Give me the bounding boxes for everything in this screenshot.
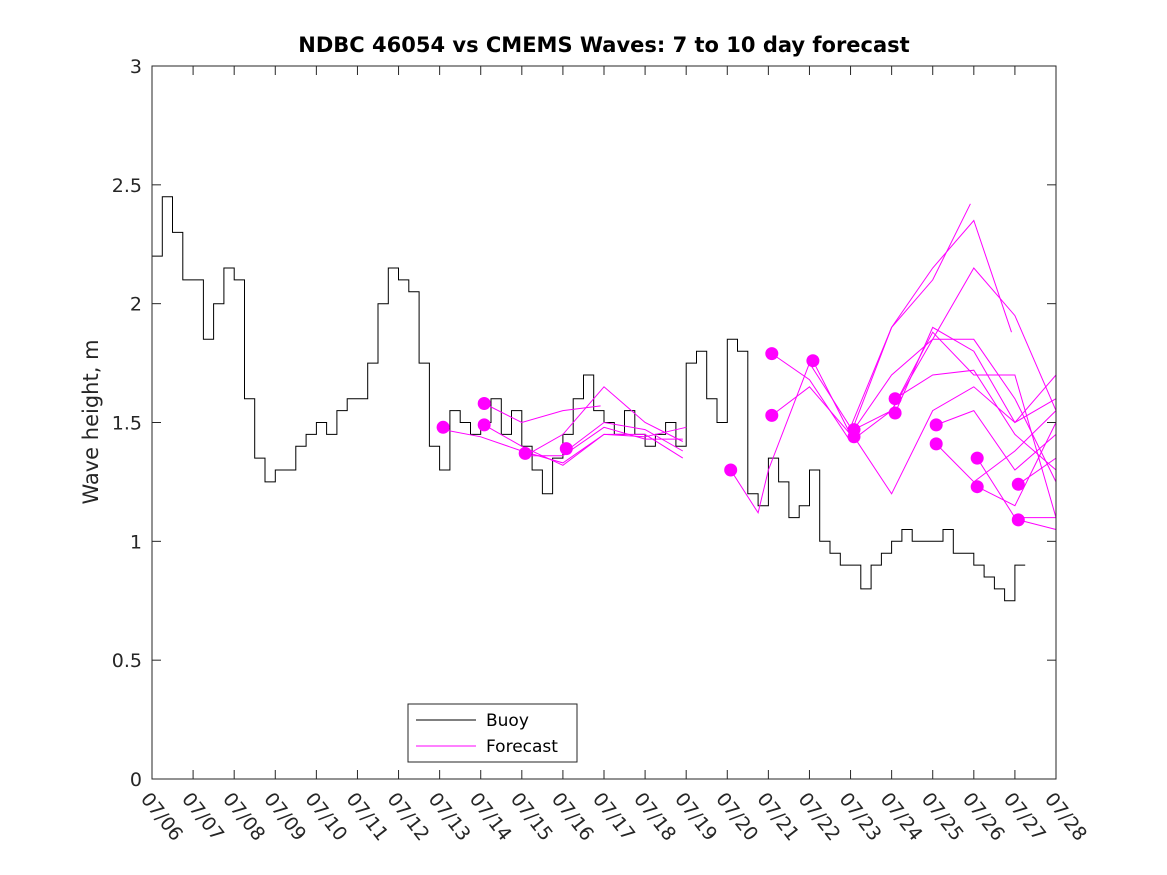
forecast-run-line	[443, 429, 684, 464]
forecast-marker	[436, 420, 450, 434]
forecast-marker	[559, 442, 573, 456]
buoy-series	[152, 196, 1026, 602]
forecast-run-line	[483, 424, 687, 466]
forecast-run-line	[853, 386, 1057, 495]
forecast-run-line	[1018, 457, 1057, 485]
forecast-run-line	[524, 386, 684, 457]
forecast-marker	[1011, 477, 1025, 491]
forecast-marker	[888, 392, 902, 406]
forecast-marker	[970, 451, 984, 465]
forecast-run-line	[525, 426, 683, 457]
forecast-marker	[477, 397, 491, 410]
forecast-run-line	[936, 409, 1057, 471]
forecast-marker	[970, 480, 984, 494]
y-tick-label: 0.5	[112, 650, 142, 672]
y-tick-label: 2.5	[112, 175, 142, 197]
y-tick-label: 2	[130, 294, 142, 316]
legend-label-buoy: Buoy	[486, 711, 529, 731]
forecast-run-line	[565, 421, 684, 452]
forecast-marker	[724, 463, 738, 477]
forecast-marker	[888, 406, 902, 420]
forecast-marker	[518, 446, 532, 460]
legend: Buoy Forecast	[407, 703, 578, 763]
forecast-marker	[477, 418, 491, 432]
forecast-run-line	[853, 331, 1057, 518]
forecast-marker	[1011, 513, 1025, 527]
y-tick-label: 0	[130, 769, 142, 791]
buoy-line	[152, 196, 1026, 602]
forecast-run-line	[894, 326, 1057, 424]
forecast-marker	[765, 408, 779, 422]
y-tick-label: 3	[130, 56, 142, 78]
forecast-run-line	[935, 410, 1057, 483]
legend-label-forecast: Forecast	[486, 737, 558, 757]
chart-title: NDBC 46054 vs CMEMS Waves: 7 to 10 day f…	[298, 33, 909, 57]
forecast-run-line	[483, 403, 601, 424]
forecast-run-line	[771, 203, 971, 436]
forecast-markers	[436, 347, 1025, 527]
legend-box	[407, 703, 578, 763]
forecast-marker	[929, 418, 943, 432]
y-tick-label: 1	[130, 531, 142, 553]
y-axis-ticks: 0 0.5 1 1.5 2 2.5 3	[112, 56, 1056, 791]
y-axis-label: Wave height, m	[79, 339, 103, 504]
forecast-marker	[806, 354, 820, 368]
forecast-marker	[765, 347, 779, 361]
forecast-marker	[847, 430, 861, 444]
forecast-run-line	[976, 422, 1057, 507]
forecast-marker	[929, 437, 943, 451]
y-tick-label: 1.5	[112, 413, 142, 435]
forecast-run-line	[894, 369, 1057, 471]
